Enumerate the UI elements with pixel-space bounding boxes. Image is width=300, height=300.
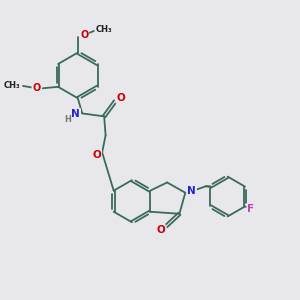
Text: O: O: [32, 83, 40, 93]
Text: O: O: [92, 150, 101, 160]
Text: N: N: [71, 109, 80, 119]
Text: O: O: [156, 225, 165, 235]
Text: N: N: [187, 186, 196, 196]
Text: CH₃: CH₃: [4, 81, 20, 90]
Text: CH₃: CH₃: [96, 25, 112, 34]
Text: O: O: [80, 30, 88, 40]
Text: H: H: [64, 116, 71, 124]
Text: F: F: [247, 204, 254, 214]
Text: O: O: [116, 93, 125, 103]
